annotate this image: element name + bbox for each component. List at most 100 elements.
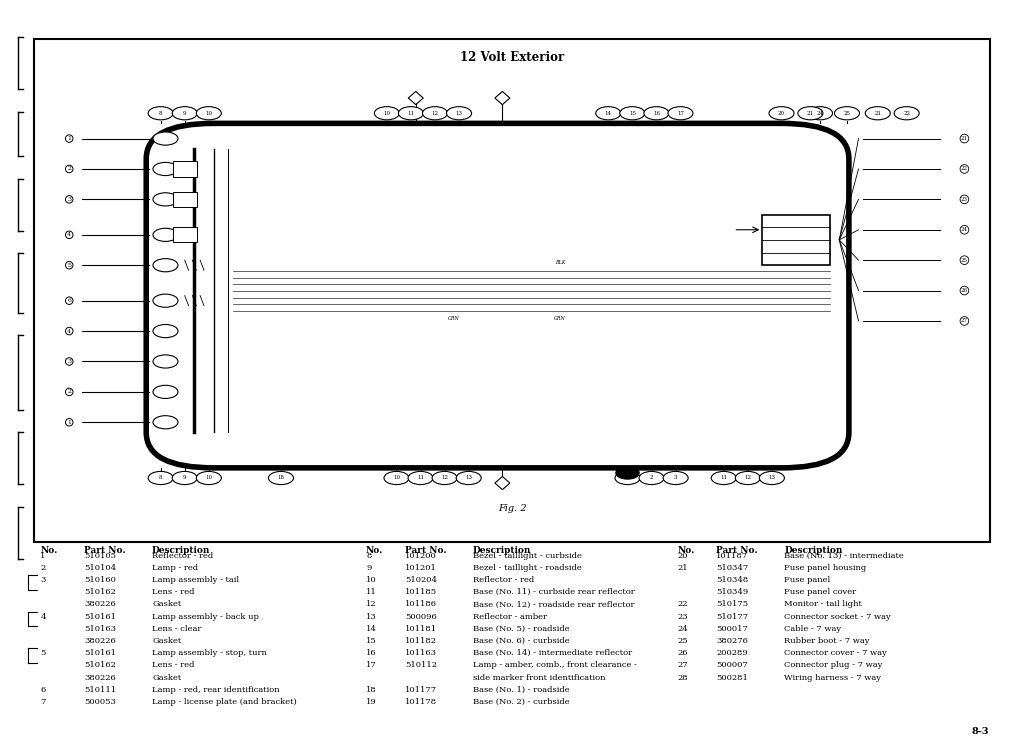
Text: 380226: 380226 bbox=[84, 673, 116, 682]
Text: 9: 9 bbox=[367, 564, 372, 572]
Text: 4: 4 bbox=[68, 232, 72, 238]
Text: 8: 8 bbox=[159, 111, 163, 115]
Polygon shape bbox=[495, 92, 510, 104]
Text: Part No.: Part No. bbox=[84, 546, 126, 555]
Text: 8: 8 bbox=[367, 551, 372, 559]
Text: 2: 2 bbox=[650, 475, 653, 481]
Text: 14: 14 bbox=[605, 111, 611, 115]
Text: 510177: 510177 bbox=[717, 612, 749, 621]
Circle shape bbox=[153, 385, 178, 399]
Text: 1: 1 bbox=[68, 419, 72, 425]
Text: 8-3: 8-3 bbox=[971, 726, 989, 735]
Text: 14: 14 bbox=[367, 625, 377, 633]
Text: 6: 6 bbox=[68, 298, 71, 303]
Text: 500281: 500281 bbox=[717, 673, 749, 682]
Circle shape bbox=[432, 472, 457, 484]
Text: 101186: 101186 bbox=[406, 600, 437, 609]
Text: 13: 13 bbox=[456, 111, 463, 115]
Circle shape bbox=[172, 107, 198, 120]
Text: Lamp assembly - stop, turn: Lamp assembly - stop, turn bbox=[152, 649, 267, 657]
Circle shape bbox=[172, 472, 198, 484]
Text: 25: 25 bbox=[844, 111, 851, 115]
Text: 510105: 510105 bbox=[84, 551, 116, 559]
Circle shape bbox=[798, 107, 823, 120]
Text: Connector cover - 7 way: Connector cover - 7 way bbox=[784, 649, 887, 657]
Circle shape bbox=[268, 472, 294, 484]
Text: 510161: 510161 bbox=[84, 612, 116, 621]
Text: Base (No. 2) - curbside: Base (No. 2) - curbside bbox=[473, 698, 569, 706]
Circle shape bbox=[615, 472, 640, 484]
Text: Cable - 7 way: Cable - 7 way bbox=[784, 625, 842, 633]
Circle shape bbox=[456, 472, 481, 484]
Text: 2: 2 bbox=[68, 390, 72, 394]
Text: Reflector - amber: Reflector - amber bbox=[473, 612, 547, 621]
Bar bbox=[173, 227, 198, 242]
Text: 101163: 101163 bbox=[406, 649, 437, 657]
Text: 21: 21 bbox=[807, 111, 814, 115]
Text: 380276: 380276 bbox=[717, 637, 749, 645]
Text: Base (No. 14) - intermediate reflector: Base (No. 14) - intermediate reflector bbox=[473, 649, 632, 657]
Circle shape bbox=[153, 228, 178, 241]
Text: 510347: 510347 bbox=[717, 564, 749, 572]
Text: 3: 3 bbox=[68, 197, 72, 202]
Text: 25: 25 bbox=[961, 258, 968, 263]
Text: Gasket: Gasket bbox=[152, 673, 181, 682]
Text: side marker front identification: side marker front identification bbox=[473, 673, 605, 682]
Text: 13: 13 bbox=[768, 475, 775, 481]
Text: 17: 17 bbox=[367, 662, 377, 670]
Text: 12 Volt Exterior: 12 Volt Exterior bbox=[460, 51, 564, 64]
Text: 510175: 510175 bbox=[717, 600, 749, 609]
Text: 510161: 510161 bbox=[84, 649, 116, 657]
Text: 3: 3 bbox=[40, 576, 45, 584]
Text: 11: 11 bbox=[720, 475, 727, 481]
Circle shape bbox=[808, 107, 833, 120]
Text: 101178: 101178 bbox=[406, 698, 437, 706]
Text: 510163: 510163 bbox=[84, 625, 116, 633]
Text: 24: 24 bbox=[816, 111, 823, 115]
Text: Lens - red: Lens - red bbox=[152, 662, 195, 670]
Text: 510162: 510162 bbox=[84, 589, 116, 596]
Text: Reflector - red: Reflector - red bbox=[152, 551, 213, 559]
Text: 22: 22 bbox=[961, 166, 968, 171]
Text: 1: 1 bbox=[68, 136, 72, 141]
Text: 9: 9 bbox=[183, 111, 186, 115]
Circle shape bbox=[668, 107, 693, 120]
Text: Description: Description bbox=[473, 546, 531, 555]
Circle shape bbox=[644, 107, 669, 120]
Text: 16: 16 bbox=[367, 649, 377, 657]
Text: Connector socket - 7 way: Connector socket - 7 way bbox=[784, 612, 891, 621]
Text: 510349: 510349 bbox=[717, 589, 749, 596]
Text: 500007: 500007 bbox=[717, 662, 749, 670]
Text: 101187: 101187 bbox=[717, 551, 749, 559]
Text: Bezel - taillight - curbside: Bezel - taillight - curbside bbox=[473, 551, 582, 559]
Text: 13: 13 bbox=[367, 612, 377, 621]
Circle shape bbox=[760, 472, 784, 484]
Circle shape bbox=[153, 325, 178, 337]
Text: Base (No. 13) - intermediate: Base (No. 13) - intermediate bbox=[784, 551, 904, 559]
Circle shape bbox=[735, 472, 761, 484]
Circle shape bbox=[835, 107, 859, 120]
Text: 10: 10 bbox=[383, 111, 390, 115]
Text: Fuse panel housing: Fuse panel housing bbox=[784, 564, 866, 572]
Text: 1: 1 bbox=[626, 475, 630, 481]
Circle shape bbox=[596, 107, 621, 120]
Text: Bezel - taillight - roadside: Bezel - taillight - roadside bbox=[473, 564, 582, 572]
Text: Fuse panel: Fuse panel bbox=[784, 576, 830, 584]
Text: 10: 10 bbox=[205, 111, 212, 115]
Text: 15: 15 bbox=[629, 111, 636, 115]
Text: 21: 21 bbox=[678, 564, 688, 572]
Circle shape bbox=[153, 259, 178, 272]
Text: Lamp - red: Lamp - red bbox=[152, 564, 199, 572]
Circle shape bbox=[664, 472, 688, 484]
Text: Lamp - license plate (and bracket): Lamp - license plate (and bracket) bbox=[152, 698, 297, 706]
Text: 101200: 101200 bbox=[406, 551, 437, 559]
Text: 510348: 510348 bbox=[717, 576, 749, 584]
Text: 20: 20 bbox=[778, 111, 785, 115]
Text: 28: 28 bbox=[678, 673, 688, 682]
Text: Part No.: Part No. bbox=[406, 546, 446, 555]
Circle shape bbox=[865, 107, 890, 120]
Circle shape bbox=[769, 107, 794, 120]
Text: No.: No. bbox=[367, 546, 383, 555]
Text: 12: 12 bbox=[431, 111, 438, 115]
Text: 101181: 101181 bbox=[406, 625, 437, 633]
